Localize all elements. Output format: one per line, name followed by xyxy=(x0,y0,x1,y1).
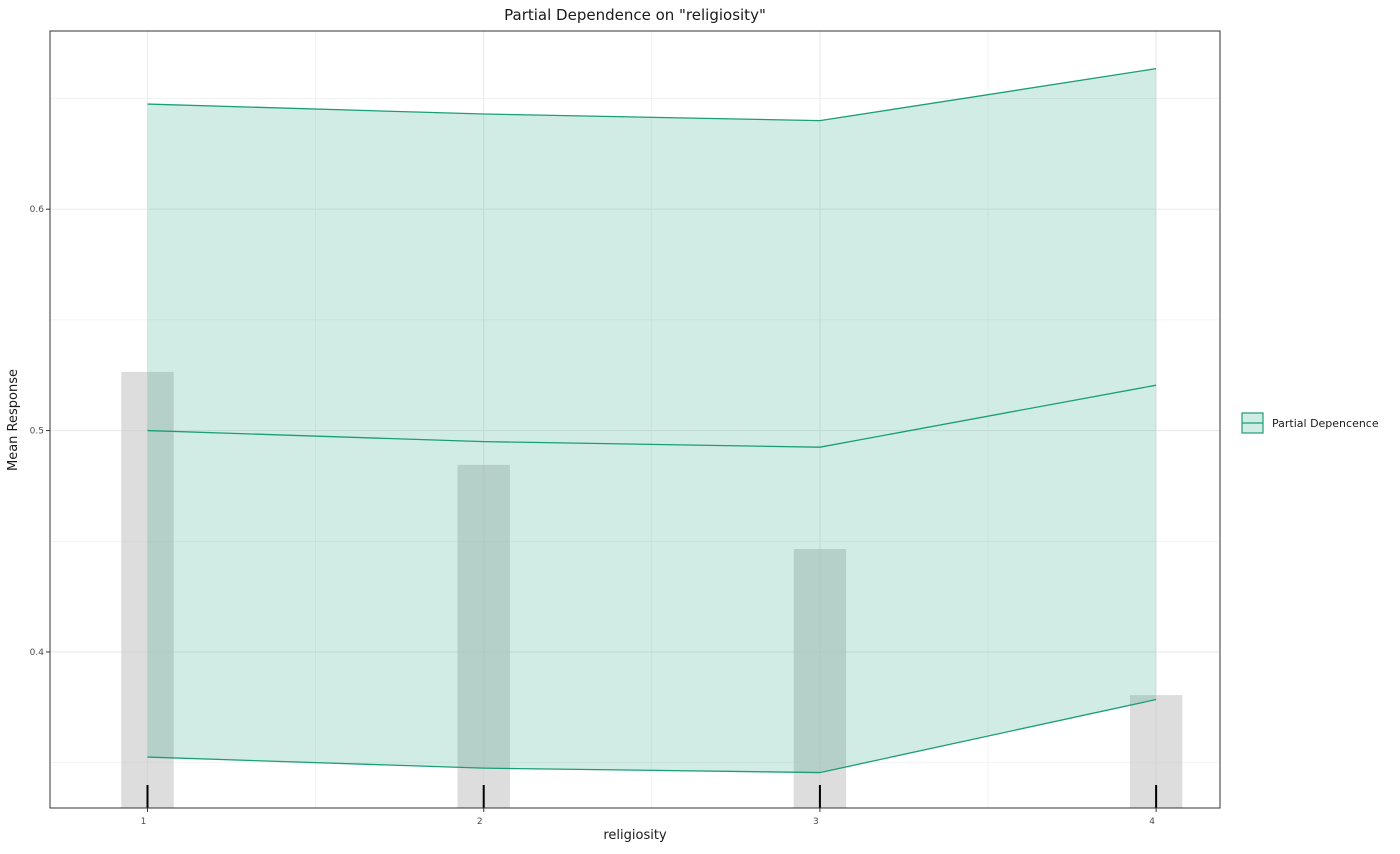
y-tick-label: 0.4 xyxy=(30,648,45,658)
panel-border xyxy=(49,30,1221,809)
histogram-bar xyxy=(457,464,510,808)
x-tick-label: 3 xyxy=(813,817,819,827)
y-axis-label: Mean Response xyxy=(6,369,21,471)
ribbon-layer xyxy=(147,68,1157,773)
partial-dependence-line xyxy=(147,384,1157,448)
chart-title: Partial Dependence on "religiosity" xyxy=(504,6,766,24)
x-tick-label: 1 xyxy=(141,817,147,827)
legend: Partial Depencence xyxy=(1241,412,1379,434)
x-axis-label: religiosity xyxy=(603,828,667,843)
legend-label: Partial Depencence xyxy=(1272,417,1379,430)
histogram-bar xyxy=(793,549,847,808)
y-tick-label: 0.5 xyxy=(30,427,44,437)
confidence-ribbon xyxy=(147,68,1157,773)
upper-bound-line xyxy=(147,67,1157,122)
y-tick-label: 0.6 xyxy=(30,205,45,215)
grid-layer xyxy=(50,31,1220,808)
lower-bound-line xyxy=(147,698,1157,774)
histogram-layer xyxy=(121,371,1183,808)
line-layer xyxy=(147,67,1157,774)
x-tick-label: 2 xyxy=(477,817,483,827)
rug-layer xyxy=(146,785,1158,808)
axis-layer: 1 2 3 4 0.4 0.5 0.6 xyxy=(30,205,1157,827)
histogram-bar xyxy=(121,371,174,808)
x-tick-label: 4 xyxy=(1149,817,1155,827)
